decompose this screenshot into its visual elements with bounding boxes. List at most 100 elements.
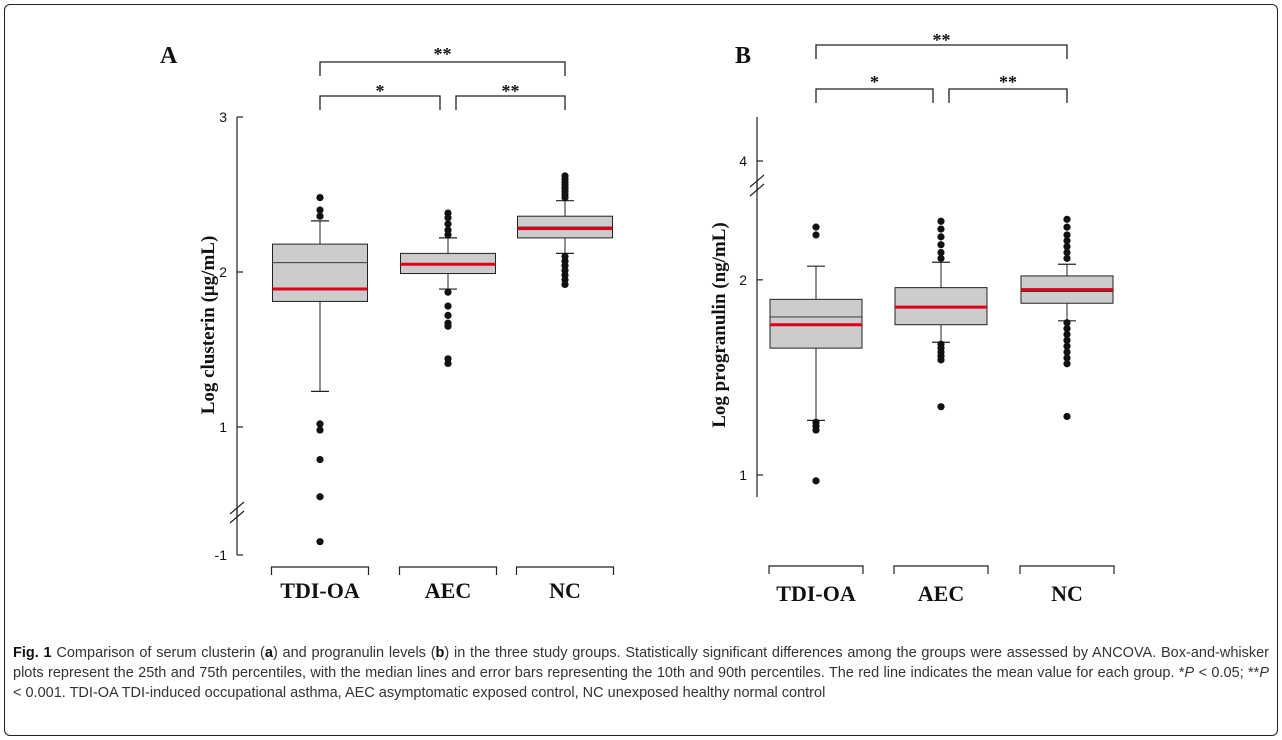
y-tick-label: 1: [739, 467, 747, 483]
outlier-point: [316, 206, 324, 214]
outlier-point: [316, 420, 324, 428]
outlier-point: [316, 426, 324, 434]
outlier-point: [812, 426, 820, 434]
axis-break-mark: [229, 510, 245, 524]
category-bracket: [768, 565, 864, 574]
outlier-point: [1063, 325, 1071, 333]
outlier-point: [812, 223, 820, 231]
outlier-point: [1063, 248, 1071, 257]
outlier-point: [937, 403, 945, 411]
outlier-point: [937, 233, 945, 241]
y-tick-label: 2: [739, 272, 747, 288]
figure-frame: [4, 4, 1278, 736]
outlier-point: [444, 311, 452, 319]
outlier-point: [316, 212, 324, 220]
outlier-point: [316, 493, 324, 501]
box-iqr: [272, 243, 368, 302]
caption-part: ) in the three study groups. Statistical…: [13, 645, 1269, 681]
y-tick-label: -1: [215, 547, 228, 563]
box-nc: [1020, 215, 1114, 421]
caption-part: ) and progranulin levels (: [272, 645, 436, 661]
caption-fig-label: Fig. 1: [13, 645, 52, 661]
caption-part: P: [1184, 665, 1195, 681]
y-axis-title: Log progranulin (ng/mL): [709, 222, 730, 428]
outlier-point: [937, 356, 945, 364]
outlier-point: [1063, 319, 1071, 327]
outlier-point: [444, 226, 452, 234]
category-label: TDI-OA: [280, 578, 360, 603]
outlier-point: [1063, 360, 1071, 368]
category-bracket: [270, 566, 370, 575]
outlier-point: [1063, 354, 1071, 362]
outlier-point: [444, 209, 452, 217]
axis-break-mark: [749, 174, 765, 188]
axis-break-mark: [229, 501, 245, 515]
caption-part: Comparison of serum clusterin (: [51, 645, 265, 661]
box-nc: [517, 172, 613, 288]
outlier-point: [444, 322, 452, 330]
significance-label: *: [870, 72, 879, 92]
outlier-point: [937, 225, 945, 233]
axis-break-mark: [749, 183, 765, 197]
outlier-point: [937, 248, 945, 257]
category-label: NC: [1051, 581, 1083, 606]
category-label: AEC: [425, 578, 471, 603]
box-aec: [894, 217, 988, 411]
figure-caption: Fig. 1 Comparison of serum clusterin (a)…: [13, 643, 1269, 703]
significance-bracket: [948, 88, 1068, 103]
y-tick-label: 1: [219, 419, 227, 435]
caption-part: P: [1259, 665, 1269, 681]
box-tdi-oa: [769, 223, 863, 485]
significance-label: **: [999, 72, 1017, 92]
y-axis-title: Log clusterin (μg/mL): [198, 236, 219, 415]
significance-bracket: [815, 44, 1068, 59]
outlier-point: [1063, 336, 1071, 344]
outlier-point: [1063, 348, 1071, 356]
outlier-point: [1063, 330, 1071, 339]
category-label: AEC: [918, 581, 964, 606]
significance-bracket: [455, 95, 566, 110]
y-tick-label: 2: [219, 264, 227, 280]
significance-bracket: [815, 88, 934, 103]
outlier-point: [444, 288, 452, 296]
outlier-point: [1063, 243, 1071, 251]
y-tick-label: 3: [219, 109, 227, 125]
outlier-point: [1063, 237, 1071, 245]
outlier-point: [316, 194, 324, 202]
caption-text: Comparison of serum clusterin (a) and pr…: [13, 645, 1269, 701]
category-label: NC: [549, 578, 581, 603]
category-bracket: [515, 566, 615, 575]
outlier-point: [561, 172, 569, 180]
outlier-point: [1063, 412, 1071, 421]
box-tdi-oa: [272, 194, 368, 546]
outlier-point: [444, 302, 452, 310]
significance-label: *: [376, 81, 385, 101]
significance-label: **: [502, 81, 520, 101]
panel-letter: A: [160, 43, 178, 69]
box-aec: [400, 209, 496, 368]
outlier-point: [1063, 231, 1071, 239]
outlier-point: [1063, 254, 1071, 262]
panel-letter: B: [735, 43, 751, 69]
outlier-point: [561, 280, 569, 288]
category-bracket: [398, 566, 498, 575]
outlier-point: [1063, 223, 1071, 231]
outlier-point: [937, 254, 945, 262]
caption-part: < 0.001. TDI-OA TDI-induced occupational…: [13, 685, 826, 701]
outlier-point: [1063, 215, 1071, 223]
outlier-point: [812, 231, 820, 239]
caption-part: a: [264, 645, 273, 661]
significance-bracket: [319, 61, 566, 76]
outlier-point: [937, 241, 945, 249]
caption-part: b: [435, 645, 445, 661]
category-bracket: [893, 565, 989, 574]
outlier-point: [316, 538, 324, 546]
category-bracket: [1019, 565, 1115, 574]
significance-label: **: [933, 30, 951, 50]
category-label: TDI-OA: [776, 581, 856, 606]
outlier-point: [1063, 342, 1071, 350]
y-tick-label: 4: [739, 153, 747, 169]
